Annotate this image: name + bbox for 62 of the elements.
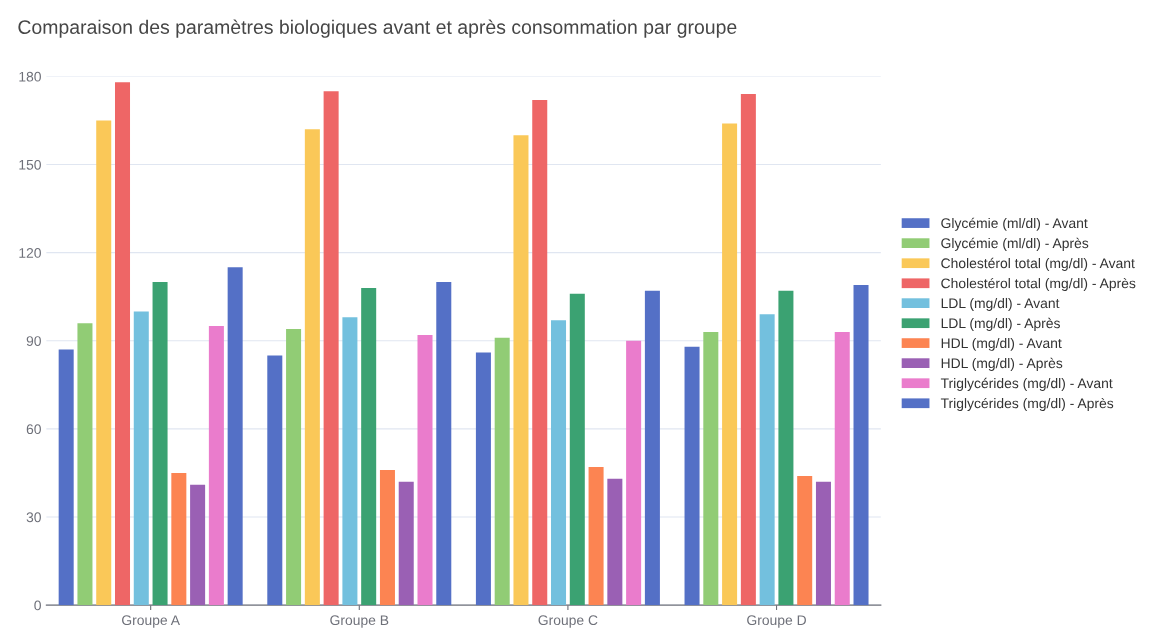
bar — [684, 346, 700, 606]
bar — [267, 355, 283, 606]
chart-title: Comparaison des paramètres biologiques avant et après consommation par groupe — [18, 19, 737, 38]
bar — [417, 334, 433, 606]
bar — [436, 282, 452, 606]
x-tick-label: Groupe D — [747, 615, 806, 628]
bar — [208, 326, 224, 606]
legend-label: Glycémie (ml/dl) - Avant — [941, 217, 1088, 231]
bar — [759, 314, 775, 606]
bar — [588, 467, 604, 606]
bar — [398, 481, 414, 606]
x-tick-label: Groupe A — [122, 615, 180, 628]
bar — [342, 317, 358, 606]
bar — [190, 484, 206, 606]
bar — [703, 331, 719, 606]
bar — [607, 478, 623, 606]
bar — [815, 481, 831, 606]
bar — [494, 337, 510, 606]
y-tick-label: 30 — [26, 512, 41, 523]
y-tick-label: 180 — [19, 71, 41, 82]
bar — [569, 293, 585, 606]
bar — [853, 284, 869, 606]
bar — [171, 472, 187, 606]
bar — [834, 331, 850, 606]
bar — [644, 290, 660, 606]
bar — [551, 320, 567, 606]
bar — [227, 267, 243, 606]
y-tick-label: 0 — [34, 600, 41, 611]
bar — [475, 352, 491, 606]
bar — [133, 311, 149, 606]
bar — [379, 470, 395, 606]
legend-label: HDL (mg/dl) - Après — [941, 357, 1063, 371]
x-tick-label: Groupe C — [538, 615, 598, 628]
legend-label: Cholestérol total (mg/dl) - Avant — [941, 257, 1135, 271]
bar — [115, 82, 131, 606]
bar — [361, 287, 377, 606]
x-tick-label: Groupe B — [330, 615, 389, 628]
bar — [722, 123, 738, 606]
y-tick-label: 150 — [19, 159, 41, 170]
bar — [797, 475, 813, 606]
bar — [323, 91, 339, 606]
bar — [77, 323, 93, 606]
bar — [778, 290, 794, 606]
bar — [96, 120, 112, 606]
legend-label: LDL (mg/dl) - Après — [941, 317, 1060, 331]
bar — [513, 135, 529, 606]
y-tick-label: 60 — [26, 424, 41, 435]
bar — [152, 282, 168, 606]
legend-label: LDL (mg/dl) - Avant — [941, 297, 1060, 311]
bar — [740, 94, 756, 606]
bar — [626, 340, 642, 606]
legend-label: Triglycérides (mg/dl) - Avant — [940, 377, 1113, 391]
legend-label: Glycémie (ml/dl) - Après — [941, 237, 1089, 251]
bar — [286, 329, 302, 606]
legend-label: HDL (mg/dl) - Avant — [941, 337, 1062, 351]
bar — [532, 99, 548, 606]
y-tick-label: 120 — [19, 248, 41, 258]
legend-label: Triglycérides (mg/dl) - Après — [940, 397, 1114, 411]
bar — [304, 129, 320, 606]
bar — [58, 349, 74, 606]
y-tick-label: 90 — [26, 336, 41, 346]
legend-label: Cholestérol total (mg/dl) - Après — [941, 277, 1136, 291]
